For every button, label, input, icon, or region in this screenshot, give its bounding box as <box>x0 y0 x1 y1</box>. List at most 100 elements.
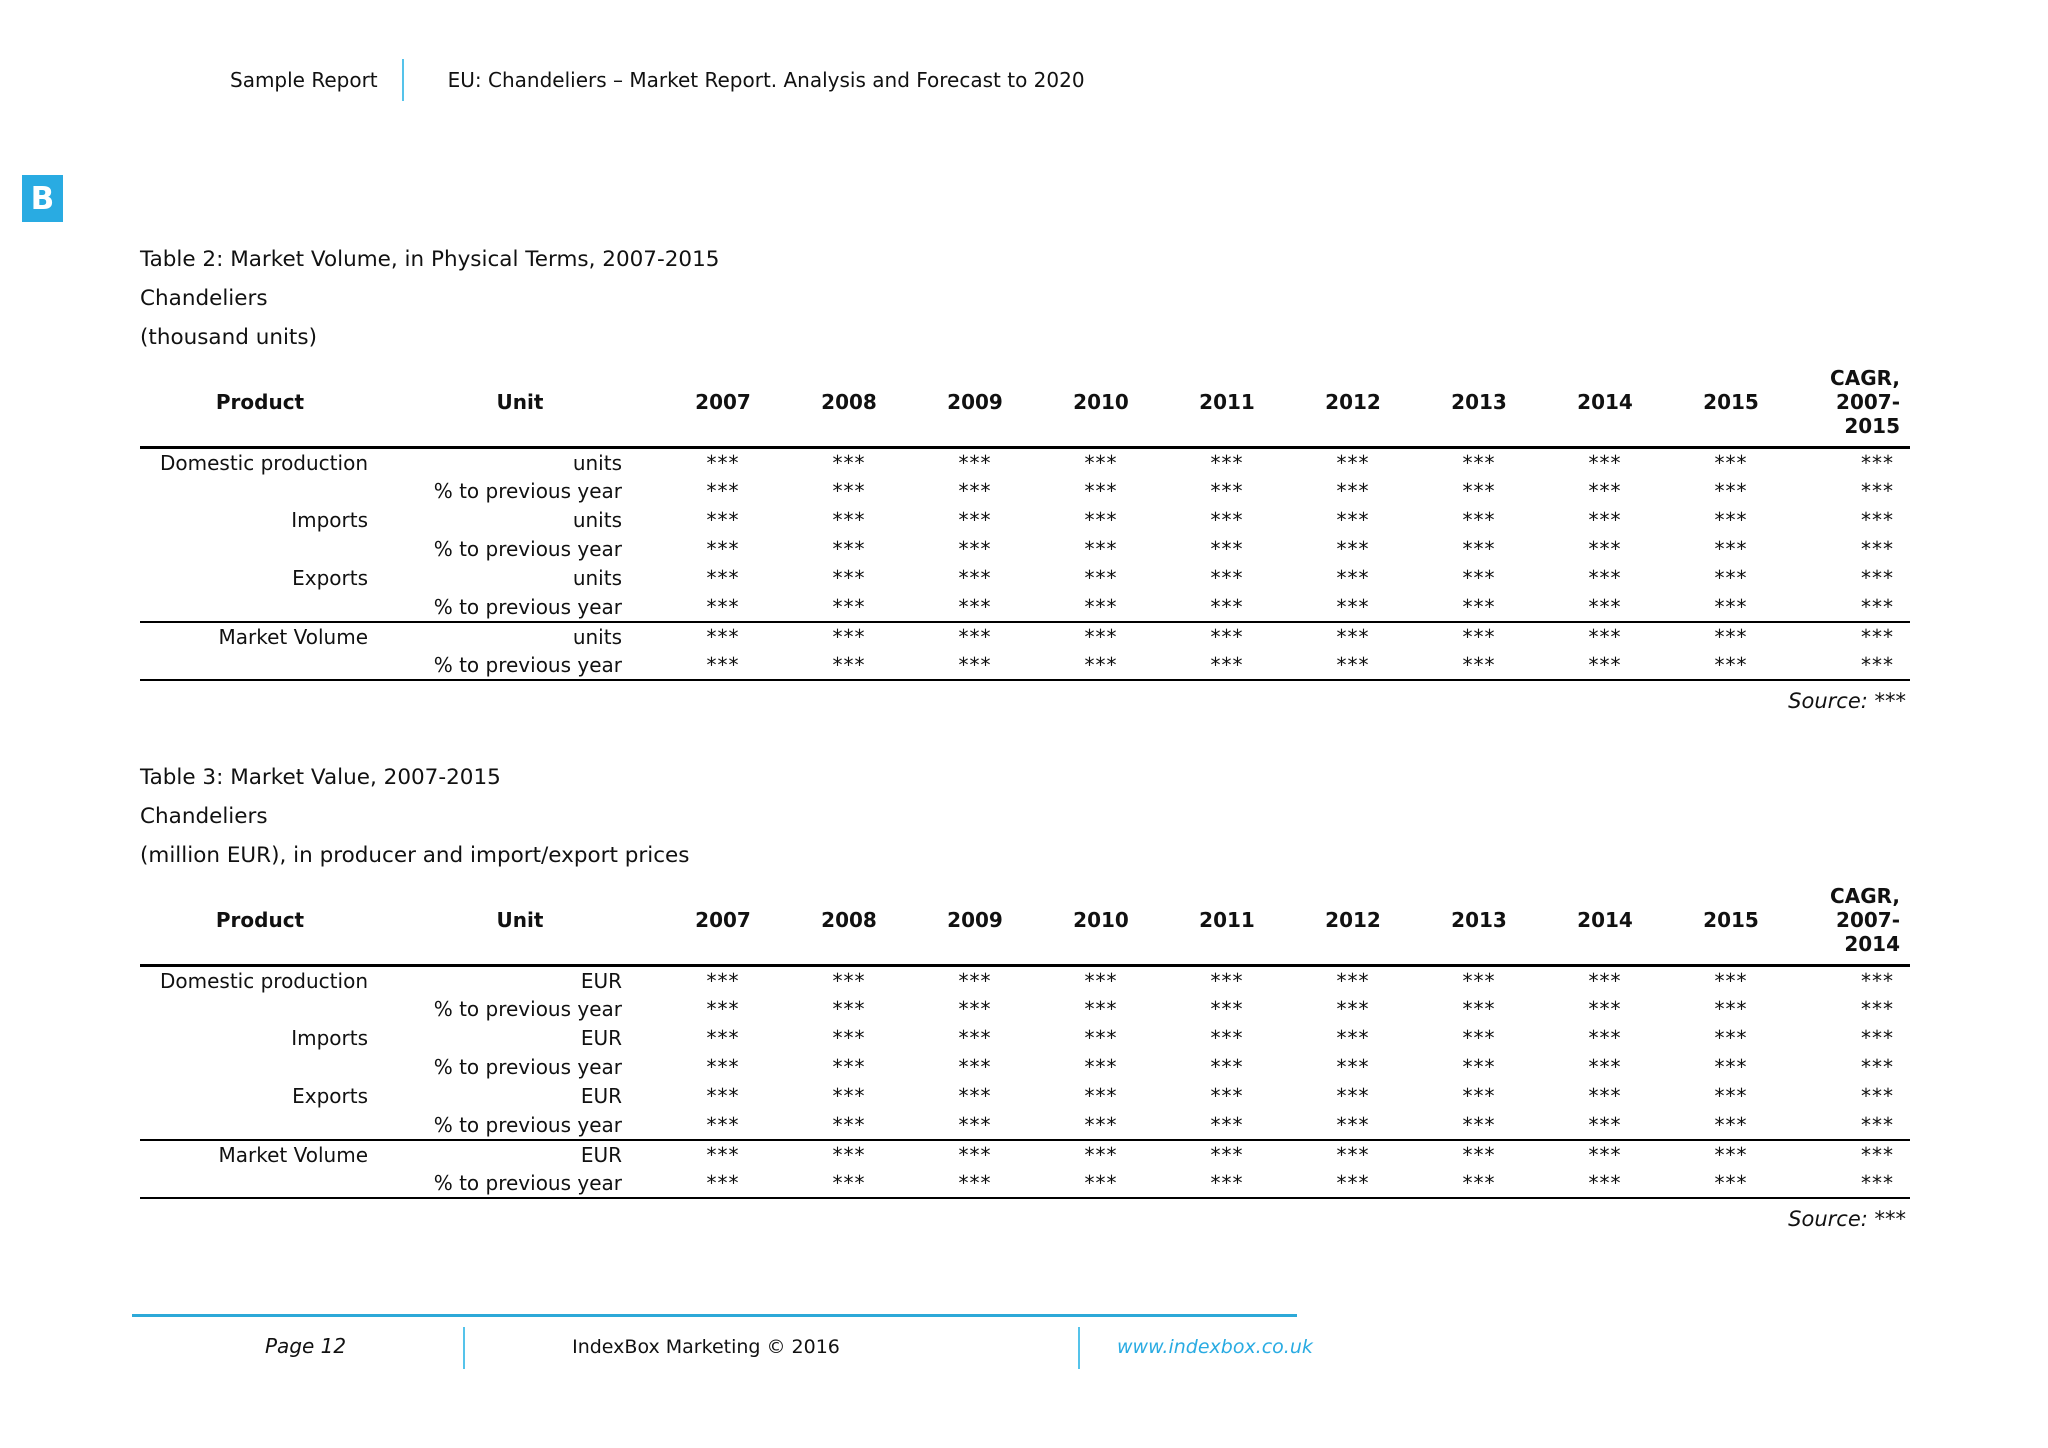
value-cell: *** <box>1210 537 1244 561</box>
column-header-year: 2015 <box>1668 362 1794 449</box>
table-row: % to previous year *** *** *** *** *** *** *** *… <box>140 535 1910 564</box>
cagr-value-cell: *** <box>1861 537 1894 561</box>
cagr-header-line: 2015 <box>1844 414 1900 438</box>
value-cell: *** <box>958 968 992 993</box>
value-cell: *** <box>1588 968 1622 993</box>
value-cell: *** <box>660 1168 786 1199</box>
table-row: Exports units *** *** *** *** *** *** *** *** *** *… <box>140 564 1910 593</box>
table-row: Market Volume EUR *** *** *** *** *** *** *** ***… <box>140 1138 1910 1169</box>
unit-cell: % to previous year <box>380 1168 660 1199</box>
column-header-year: 2010 <box>1038 362 1164 449</box>
value-cell: *** <box>1416 1138 1542 1169</box>
value-cell: *** <box>1084 968 1118 993</box>
value-cell: *** <box>706 508 740 532</box>
value-cell: *** <box>1084 1055 1118 1079</box>
product-cell <box>140 1053 380 1082</box>
table-row: Domestic production EUR *** *** *** *** *** ***… <box>140 966 1910 995</box>
product-cell: Imports <box>291 508 368 532</box>
table2-section: Table 2: Market Volume, in Physical Term… <box>140 240 1910 713</box>
value-cell: *** <box>912 1168 1038 1199</box>
table2-container: Product Unit 2007 2008 2009 2010 2011 2012 2013 2… <box>140 362 1910 681</box>
product-cell: Exports <box>292 566 368 590</box>
value-cell: *** <box>1714 566 1748 590</box>
column-header-year: 2008 <box>786 880 912 967</box>
table2-title-line3: (thousand units) <box>140 325 317 350</box>
value-cell: *** <box>1714 1055 1748 1079</box>
unit-cell: % to previous year <box>433 479 622 503</box>
value-cell: *** <box>958 1026 992 1050</box>
value-cell: *** <box>832 594 866 619</box>
column-header-year: 2013 <box>1416 880 1542 967</box>
column-header-product: Product <box>140 880 380 967</box>
value-cell: *** <box>1542 1168 1668 1199</box>
cagr-value-cell: *** <box>1861 968 1894 993</box>
value-cell: *** <box>832 537 866 561</box>
value-cell: *** <box>1668 1168 1794 1199</box>
value-cell: *** <box>958 1084 992 1108</box>
value-cell: *** <box>958 1112 992 1137</box>
value-cell: *** <box>958 450 992 475</box>
value-cell: *** <box>1210 479 1244 503</box>
value-cell: *** <box>1668 650 1794 681</box>
column-header-year: 2015 <box>1668 880 1794 967</box>
column-header-unit: Unit <box>380 880 660 967</box>
column-header-year: 2014 <box>1542 362 1668 449</box>
table2-title-line1: Table 2: Market Volume, in Physical Term… <box>140 247 720 272</box>
value-cell: *** <box>1336 1055 1370 1079</box>
table3-section: Table 3: Market Value, 2007-2015 Chandel… <box>140 758 1910 1231</box>
cagr-header-line: CAGR, <box>1830 884 1900 908</box>
value-cell: *** <box>1290 650 1416 681</box>
value-cell: *** <box>1416 620 1542 651</box>
unit-cell: units <box>572 508 622 532</box>
value-cell: *** <box>832 450 866 475</box>
value-cell: *** <box>1462 1055 1496 1079</box>
value-cell: *** <box>1084 566 1118 590</box>
product-cell <box>140 535 380 564</box>
footer-rule <box>132 1314 1297 1317</box>
cagr-value-cell: *** <box>1861 1112 1894 1137</box>
value-cell: *** <box>958 566 992 590</box>
value-cell: *** <box>1588 997 1622 1021</box>
value-cell: *** <box>958 1055 992 1079</box>
unit-cell: % to previous year <box>380 650 660 681</box>
column-header-year: 2012 <box>1290 362 1416 449</box>
table-row: % to previous year *** *** *** *** *** *** *** *… <box>140 1053 1910 1082</box>
unit-cell: units <box>572 450 622 475</box>
table3-title-line3: (million EUR), in producer and import/ex… <box>140 843 690 868</box>
column-header-cagr: CAGR, 2007- 2015 <box>1794 362 1910 449</box>
value-cell: *** <box>958 594 992 619</box>
value-cell: *** <box>912 650 1038 681</box>
value-cell: *** <box>1336 997 1370 1021</box>
product-cell: Imports <box>291 1026 368 1050</box>
value-cell: *** <box>1668 1138 1794 1169</box>
unit-cell: % to previous year <box>433 1055 622 1079</box>
value-cell: *** <box>1588 1026 1622 1050</box>
footer-divider <box>463 1327 465 1369</box>
value-cell: *** <box>832 566 866 590</box>
footer-divider <box>1078 1327 1080 1369</box>
cagr-header-line: 2007- <box>1836 390 1900 414</box>
value-cell: *** <box>958 997 992 1021</box>
column-header-year: 2009 <box>912 362 1038 449</box>
table-row: Imports units *** *** *** *** *** *** *** *** *** *… <box>140 506 1910 535</box>
value-cell: *** <box>832 479 866 503</box>
value-cell: *** <box>1462 1026 1496 1050</box>
cagr-value-cell: *** <box>1794 650 1910 681</box>
value-cell: *** <box>1588 1084 1622 1108</box>
report-title: EU: Chandeliers – Market Report. Analysi… <box>447 68 1085 92</box>
value-cell: *** <box>706 1084 740 1108</box>
value-cell: *** <box>1588 1112 1622 1137</box>
value-cell: *** <box>1084 594 1118 619</box>
column-header-year: 2013 <box>1416 362 1542 449</box>
table-row: % to previous year *** *** *** *** *** *** *** *… <box>140 1168 1910 1199</box>
column-header-year: 2009 <box>912 880 1038 967</box>
value-cell: *** <box>832 1026 866 1050</box>
value-cell: *** <box>1416 1168 1542 1199</box>
cagr-value-cell: *** <box>1861 1084 1894 1108</box>
value-cell: *** <box>1084 479 1118 503</box>
column-header-year: 2012 <box>1290 880 1416 967</box>
value-cell: *** <box>1668 620 1794 651</box>
unit-cell: % to previous year <box>433 1112 622 1137</box>
website-link[interactable]: www.indexbox.co.uk <box>1117 1336 1313 1358</box>
